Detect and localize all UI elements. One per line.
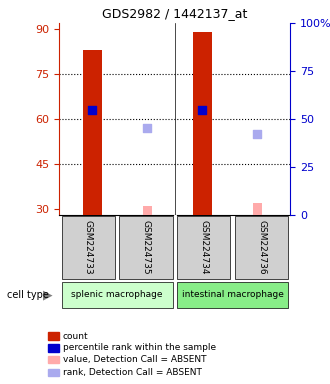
Title: GDS2982 / 1442137_at: GDS2982 / 1442137_at	[102, 7, 248, 20]
Text: GSM224734: GSM224734	[199, 220, 208, 275]
Bar	[48, 356, 59, 364]
Text: GSM224733: GSM224733	[84, 220, 93, 275]
Text: value, Detection Call = ABSENT: value, Detection Call = ABSENT	[63, 355, 206, 364]
Bar	[48, 344, 59, 352]
Text: GSM224736: GSM224736	[257, 220, 266, 275]
Bar	[177, 282, 288, 308]
Bar	[143, 206, 152, 215]
Bar	[62, 216, 115, 279]
Bar	[48, 369, 59, 376]
Bar	[193, 32, 212, 215]
Point	[200, 107, 205, 113]
Bar	[253, 203, 262, 215]
Text: count: count	[63, 331, 88, 341]
Bar	[83, 50, 102, 215]
Bar	[235, 216, 288, 279]
Text: GSM224735: GSM224735	[142, 220, 150, 275]
Text: intestinal macrophage: intestinal macrophage	[182, 290, 283, 299]
Bar	[177, 216, 230, 279]
Text: splenic macrophage: splenic macrophage	[71, 290, 163, 299]
Bar	[48, 332, 59, 340]
Text: rank, Detection Call = ABSENT: rank, Detection Call = ABSENT	[63, 368, 202, 377]
Point	[145, 125, 150, 131]
Point	[255, 131, 260, 137]
Text: percentile rank within the sample: percentile rank within the sample	[63, 343, 216, 353]
Point	[90, 107, 95, 113]
Bar	[119, 216, 173, 279]
Text: ▶: ▶	[43, 288, 53, 301]
Text: cell type: cell type	[7, 290, 49, 300]
Bar	[62, 282, 173, 308]
